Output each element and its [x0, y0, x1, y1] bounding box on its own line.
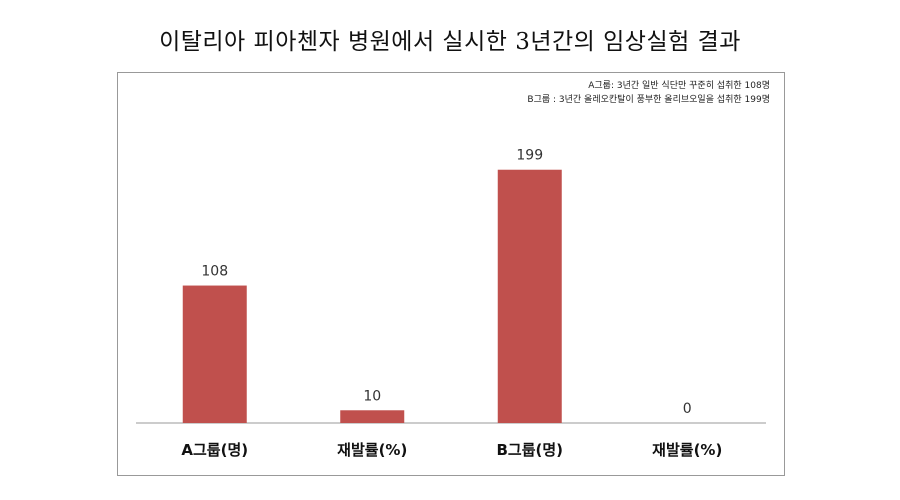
- category-label: A그룹(명): [181, 441, 248, 459]
- data-label: 10: [363, 388, 381, 404]
- data-label: 108: [201, 264, 228, 280]
- note-group-a: A그룹: 3년간 일반 식단만 꾸준히 섭취한 108명: [588, 81, 770, 91]
- data-label: 199: [516, 148, 543, 164]
- bar: [340, 410, 405, 423]
- chart-title: 이탈리아 피아첸자 병원에서 실시한 3년간의 임상실험 결과: [159, 29, 741, 55]
- bar-group: 108 A그룹(명): [181, 264, 248, 459]
- bar-group: 10 재발률(%): [337, 388, 407, 459]
- bar-group: 199 B그룹(명): [496, 148, 563, 459]
- bar-group: 0 재발률(%): [652, 401, 722, 459]
- legend-notes: A그룹: 3년간 일반 식단만 꾸준히 섭취한 108명 B그룹 : 3년간 올…: [527, 79, 770, 107]
- category-label: 재발률(%): [337, 441, 407, 459]
- note-group-b: B그룹 : 3년간 올레오칸탈이 풍부한 올리브오일을 섭취한 199명: [527, 95, 770, 105]
- bar-plot: 108 A그룹(명) 10 재발률(%) 199 B그룹(명) 0 재발률(%): [136, 148, 766, 459]
- category-label: B그룹(명): [496, 441, 563, 459]
- bar: [497, 169, 562, 423]
- bar: [182, 285, 247, 423]
- chart-area: A그룹: 3년간 일반 식단만 꾸준히 섭취한 108명 B그룹 : 3년간 올…: [117, 72, 785, 476]
- data-label: 0: [683, 401, 692, 417]
- category-label: 재발률(%): [652, 441, 722, 459]
